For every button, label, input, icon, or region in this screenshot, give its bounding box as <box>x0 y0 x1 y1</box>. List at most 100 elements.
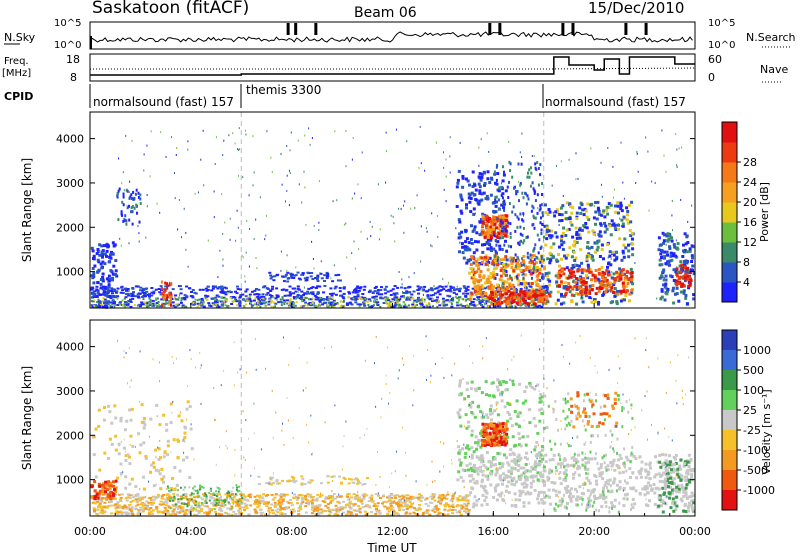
velocity-cell <box>394 495 397 497</box>
power-cell <box>426 290 429 292</box>
power-cell <box>580 290 583 293</box>
velocity-cell <box>307 503 310 505</box>
velocity-cell <box>297 495 300 497</box>
power-cell <box>595 269 598 272</box>
power-cell <box>385 182 386 184</box>
velocity-cell <box>390 509 393 511</box>
power-cell <box>450 306 453 308</box>
power-cell <box>180 302 183 304</box>
power-cell <box>168 304 170 306</box>
velocity-cell <box>392 501 395 503</box>
power-cell <box>255 288 258 290</box>
power-cell <box>566 254 569 257</box>
power-cell <box>629 220 632 223</box>
power-cell <box>121 214 123 217</box>
power-cell <box>664 299 667 302</box>
velocity-cell <box>370 497 373 499</box>
power-cell <box>602 196 603 198</box>
power-cell <box>131 206 133 209</box>
power-cell <box>590 271 593 274</box>
power-cell <box>570 269 573 272</box>
power-cell <box>361 231 362 233</box>
power-cell <box>195 193 196 195</box>
power-cell <box>157 203 158 205</box>
velocity-cell <box>115 449 118 452</box>
velocity-cell <box>184 432 187 435</box>
velocity-cell <box>170 421 173 424</box>
velocity-cell <box>220 505 223 507</box>
power-cell <box>458 250 461 253</box>
power-cell <box>541 246 543 249</box>
velocity-cell <box>107 457 110 460</box>
velocity-cell <box>177 498 179 500</box>
power-cell <box>298 278 301 280</box>
power-cell <box>449 289 452 291</box>
power-cell <box>481 225 484 228</box>
power-cell <box>482 215 485 218</box>
power-cell <box>465 207 468 210</box>
power-cell <box>390 294 393 296</box>
power-cell <box>108 283 111 286</box>
power-cell <box>540 216 542 219</box>
power-cell <box>567 282 570 285</box>
power-cell <box>345 130 346 132</box>
power-ytick-label: 3000 <box>56 177 84 190</box>
power-cell <box>579 212 582 215</box>
velocity-cell <box>388 511 391 513</box>
power-cell <box>484 256 487 259</box>
power-cell <box>615 271 618 274</box>
power-cell <box>230 239 231 241</box>
power-cell <box>597 207 600 210</box>
velocity-cell <box>106 507 109 509</box>
power-cell <box>601 271 604 274</box>
power-cell <box>531 300 534 303</box>
velocity-cell <box>134 485 137 488</box>
velocity-cell <box>444 506 447 508</box>
nsearch-tick-max: 10^5 <box>708 18 735 29</box>
power-cell <box>430 294 433 296</box>
power-cell <box>560 303 563 306</box>
power-colorbar-tick-label: 28 <box>743 156 757 169</box>
power-cell <box>470 263 473 266</box>
power-cell <box>490 246 493 249</box>
power-cell <box>478 147 479 149</box>
velocity-cell <box>354 503 357 505</box>
power-cell <box>661 288 664 291</box>
power-cell <box>445 304 448 306</box>
velocity-cell <box>361 498 364 500</box>
velocity-cell <box>166 497 169 499</box>
velocity-cell <box>422 513 425 515</box>
power-cell <box>680 291 683 294</box>
power-cell <box>297 272 300 274</box>
power-cell <box>596 298 597 300</box>
power-cell <box>584 291 585 293</box>
power-cell <box>594 300 597 303</box>
power-cell <box>536 161 538 164</box>
power-cell <box>427 231 428 233</box>
power-cell <box>624 294 627 297</box>
power-cell <box>597 233 600 236</box>
velocity-cell <box>279 509 282 511</box>
power-cell <box>546 257 549 260</box>
power-cell <box>158 301 160 303</box>
velocity-cell <box>267 501 270 503</box>
velocity-cell <box>174 498 176 500</box>
velocity-cell <box>149 418 152 421</box>
power-cell <box>192 289 195 291</box>
power-cell <box>249 228 250 230</box>
power-cell <box>569 285 572 288</box>
power-cell <box>127 288 130 290</box>
power-cell <box>550 246 553 249</box>
power-cell <box>676 164 677 166</box>
power-cell <box>150 175 151 177</box>
power-cell <box>508 181 510 184</box>
velocity-cell <box>181 502 183 504</box>
power-cell <box>286 270 287 272</box>
power-cell <box>106 245 109 248</box>
power-cell <box>219 250 220 252</box>
power-cell <box>476 299 478 301</box>
power-cell <box>158 288 161 290</box>
power-cell <box>486 195 489 198</box>
power-cell <box>658 248 661 251</box>
velocity-cell <box>272 512 275 514</box>
